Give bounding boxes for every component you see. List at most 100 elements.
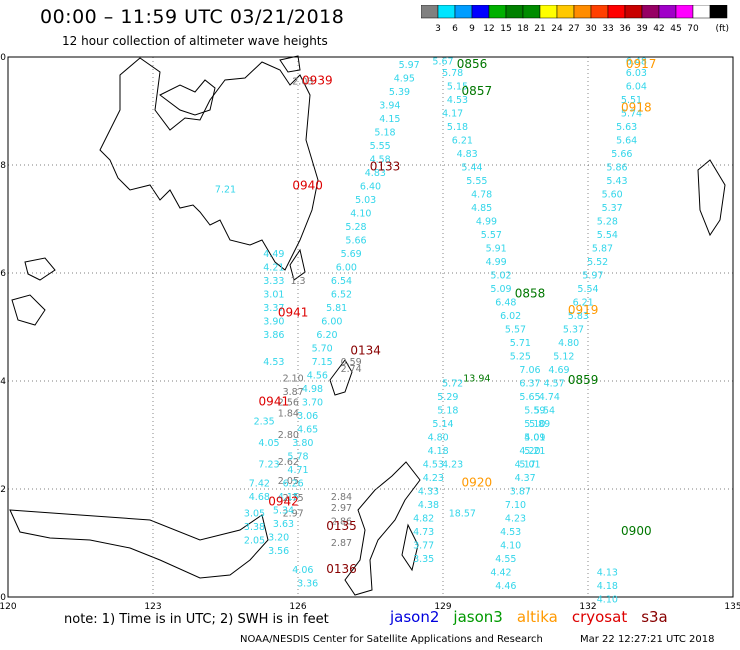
wave-height-label: 4.13 [597,568,618,579]
pass-time-label: 0940 [292,179,323,193]
colorbar-label: 39 [636,24,648,34]
wave-height-label: 4.09 [524,433,545,444]
wave-height-label: 2.74 [341,364,362,375]
wave-height-label: 2.86 [331,516,352,527]
wave-height-label: 5.43 [606,176,627,187]
wave-height-label: 2.35 [254,417,275,428]
wave-height-label: 5.67 [432,56,453,67]
wave-height-label: 6.54 [331,276,352,287]
wave-height-label: 6.48 [495,298,516,309]
colorbar-label: 21 [534,24,545,34]
wave-height-label: 3.94 [379,101,400,112]
wave-height-label: 3.86 [263,330,284,341]
wave-height-label: 4.56 [307,371,328,382]
wave-height-label: 4.17 [442,109,463,120]
wave-height-label: 5.10 [524,419,545,430]
x-tick-label: 123 [144,602,161,612]
colorbar-unit: (ft) [715,24,729,34]
colorbar-swatch [709,5,728,19]
wave-height-label: 2.05 [278,476,299,487]
pass-time-label: 0941 [259,395,290,409]
wave-height-label: 5.52 [587,257,608,268]
wave-height-label: 5.39 [389,87,410,98]
wave-height-label: 7.10 [505,500,526,511]
colorbar-label: 30 [585,24,597,34]
wave-height-label: 0.59 [341,357,362,368]
wave-height-label: 5.01 [519,460,540,471]
wave-height-label: 7.23 [258,460,279,471]
wave-height-label: 4.42 [490,568,511,579]
colorbar-label: 9 [469,24,475,34]
pass-time-label: 0136 [326,562,357,576]
wave-height-label: 5.55 [370,141,391,152]
wave-height-label: 6.20 [316,330,337,341]
wave-height-label: 3.77 [413,541,434,552]
wave-height-label: 4.23 [423,473,444,484]
wave-height-label: 5.55 [466,176,487,187]
wave-height-label: 1.3 [290,276,305,287]
colorbar-label: 18 [517,24,529,34]
wave-height-label: 5.59 [524,406,545,417]
wave-height-label: 5.54 [534,406,555,417]
wave-height-label: 5.03 [355,195,376,206]
wave-height-label: 5.78 [442,68,463,79]
wave-height-label: 3.20 [268,533,289,544]
wave-height-label: 4.10 [350,209,371,220]
wave-height-label: 3.05 [244,508,265,519]
wave-height-label: 4.99 [476,217,497,228]
wave-height-label: 5.65 [519,392,540,403]
wave-height-label: 3.37 [263,303,284,314]
page-subtitle: 12 hour collection of altimeter wave hei… [62,34,328,48]
x-tick-label: 135 [724,602,740,612]
wave-height-label: 6.21 [573,298,594,309]
wave-height-label: 4.06 [292,565,313,576]
wave-height-label: 5.87 [592,244,613,255]
wave-height-label: 2.87 [331,538,352,549]
wave-height-label: 3.35 [413,554,434,565]
wave-height-label: 4.98 [302,384,323,395]
colorbar-label: 36 [619,24,631,34]
wave-height-label: 4.78 [471,190,492,201]
wave-height-label: 7.06 [519,365,540,376]
legend-altika: altika [516,608,558,626]
wave-height-label: 2.10 [283,373,304,384]
wave-height-label: 5.54 [597,230,618,241]
pass-time-label: 0134 [350,343,381,357]
legend-cryosat: cryosat [571,608,628,626]
wave-height-label: 3.80 [292,438,313,449]
map-frame [7,56,734,598]
wave-height-label: 5.66 [611,149,632,160]
wave-height-label: 4.17 [515,460,536,471]
wave-height-label: 5.54 [577,284,598,295]
pass-time-label: 0900 [621,524,652,538]
wave-height-label: 6.02 [500,311,521,322]
wave-height-label: 3.87 [510,487,531,498]
page-title: 00:00 – 11:59 UTC 03/21/2018 [40,6,345,28]
wave-height-label: 3.63 [273,519,294,530]
legend-s3a: s3a [641,608,668,626]
legend-jason2: jason2 [390,608,440,626]
wave-height-label: 4.58 [370,155,391,166]
wave-height-label: 2.75 [283,493,304,504]
wave-height-label: 4.95 [394,74,415,85]
generated-timestamp: Mar 22 12:27:21 UTC 2018 [580,634,715,645]
wave-height-label: 6.40 [360,182,381,193]
wave-height-label: 5.83 [568,311,589,322]
y-tick-label: 10 [0,53,6,63]
x-tick-label: 132 [579,602,596,612]
wave-height-label: 6.00 [321,317,342,328]
wave-height-label: 5.18 [437,406,458,417]
wave-height-label: 5.25 [510,352,531,363]
wave-height-label: 5.15 [447,82,468,93]
colorbar-label: 33 [602,24,613,34]
wave-height-label: 6.52 [331,290,352,301]
wave-height-label: 5.86 [606,163,627,174]
y-tick-label: 8 [0,161,6,171]
wave-height-label: 4.18 [428,446,449,457]
wave-height-label: 5.74 [621,109,642,120]
colorbar-label: 27 [568,24,579,34]
wave-height-label: 4.80 [428,433,449,444]
wave-height-label: 5.89 [529,419,550,430]
wave-height-label: 4.65 [297,425,318,436]
wave-height-label: 6.48 [626,56,647,67]
